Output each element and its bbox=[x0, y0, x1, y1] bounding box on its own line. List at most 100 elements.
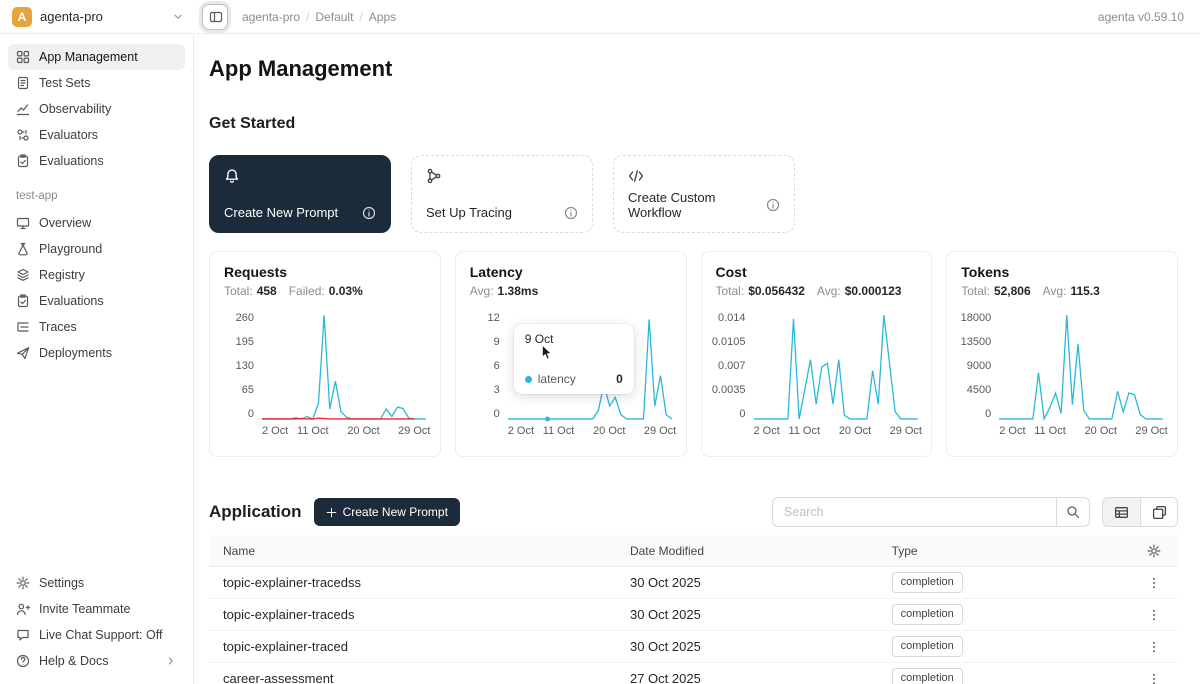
sidebar-item[interactable]: Evaluations bbox=[8, 288, 185, 314]
x-tick: 11 Oct bbox=[297, 425, 329, 437]
traces-icon bbox=[16, 320, 30, 334]
sidebar-item[interactable]: App Management bbox=[8, 44, 185, 70]
breadcrumb-page[interactable]: Apps bbox=[369, 10, 396, 24]
x-tick: 20 Oct bbox=[593, 425, 625, 437]
tracing-icon bbox=[426, 168, 442, 184]
metric-title: Cost bbox=[716, 264, 918, 280]
workspace-area: A agenta-pro bbox=[0, 7, 194, 27]
version-label: agenta v0.59.10 bbox=[1098, 10, 1200, 24]
sidebar-item[interactable]: Evaluations bbox=[8, 148, 185, 174]
breadcrumb-project[interactable]: Default bbox=[315, 10, 353, 24]
y-tick: 13500 bbox=[961, 336, 992, 348]
column-header-type[interactable]: Type bbox=[878, 544, 1130, 558]
apps-table: Name Date Modified Type topic-explainer-… bbox=[209, 535, 1178, 684]
y-tick: 130 bbox=[236, 360, 254, 372]
table-view-button[interactable] bbox=[1103, 498, 1140, 526]
overview-icon bbox=[16, 216, 30, 230]
application-section: Application Create New Prompt bbox=[209, 497, 1178, 684]
gs-card-label: Set Up Tracing bbox=[426, 205, 512, 220]
evaluations-icon bbox=[16, 154, 30, 168]
y-tick: 6 bbox=[494, 360, 500, 372]
x-axis: 2 Oct11 Oct20 Oct29 Oct bbox=[508, 425, 672, 439]
x-tick: 20 Oct bbox=[839, 425, 871, 437]
metric-card-latency: LatencyAvg:1.38ms1296302 Oct11 Oct20 Oct… bbox=[455, 251, 687, 457]
y-tick: 0 bbox=[739, 408, 745, 420]
info-icon[interactable] bbox=[766, 198, 780, 212]
metric-stats: Avg:1.38ms bbox=[470, 284, 672, 298]
get-started-section: Get Started Create New Prompt Set Up Tra… bbox=[209, 114, 1178, 233]
table-row[interactable]: topic-explainer-tracedss 30 Oct 2025 com… bbox=[209, 567, 1178, 599]
sidebar-item[interactable]: Live Chat Support: Off bbox=[8, 622, 185, 648]
metric-stat: Total:$0.056432 bbox=[716, 284, 805, 298]
row-menu-icon[interactable] bbox=[1147, 576, 1161, 590]
column-header-name[interactable]: Name bbox=[209, 544, 616, 558]
row-menu-icon[interactable] bbox=[1147, 640, 1161, 654]
top-bar: A agenta-pro agenta-pro / Default / Apps… bbox=[0, 0, 1200, 34]
sidebar-item[interactable]: Overview bbox=[8, 210, 185, 236]
sidebar-item[interactable]: Settings bbox=[8, 570, 185, 596]
y-tick: 3 bbox=[494, 384, 500, 396]
sidebar-item[interactable]: Deployments bbox=[8, 340, 185, 366]
chevron-right-icon bbox=[165, 655, 177, 667]
metric-stats: Total:$0.056432Avg:$0.000123 bbox=[716, 284, 918, 298]
sidebar-item[interactable]: Invite Teammate bbox=[8, 596, 185, 622]
sidebar-toggle-button[interactable] bbox=[202, 4, 228, 30]
application-title: Application bbox=[209, 502, 302, 522]
sidebar-item[interactable]: Help & Docs bbox=[8, 648, 185, 674]
playground-icon bbox=[16, 242, 30, 256]
table-row[interactable]: topic-explainer-traceds 30 Oct 2025 comp… bbox=[209, 599, 1178, 631]
sidebar-item[interactable]: Registry bbox=[8, 262, 185, 288]
create-custom-workflow-card[interactable]: Create Custom Workflow bbox=[613, 155, 795, 233]
y-tick: 65 bbox=[242, 384, 254, 396]
y-tick: 0.007 bbox=[718, 360, 746, 372]
app-date-modified: 30 Oct 2025 bbox=[616, 639, 878, 654]
row-menu-icon[interactable] bbox=[1147, 672, 1161, 684]
search-input[interactable] bbox=[772, 497, 1056, 527]
table-row[interactable]: topic-explainer-traced 30 Oct 2025 compl… bbox=[209, 631, 1178, 663]
column-header-date-modified[interactable]: Date Modified bbox=[616, 544, 878, 558]
create-new-prompt-button[interactable]: Create New Prompt bbox=[314, 498, 460, 526]
deployments-icon bbox=[16, 346, 30, 360]
sidebar-main-nav: App Management Test Sets Observability E… bbox=[8, 44, 185, 174]
sidebar-item[interactable]: Evaluators bbox=[8, 122, 185, 148]
grid-icon bbox=[16, 50, 30, 64]
info-icon[interactable] bbox=[362, 206, 376, 220]
sidebar-item[interactable]: Test Sets bbox=[8, 70, 185, 96]
evaluators-icon bbox=[16, 128, 30, 142]
y-tick: 0 bbox=[494, 408, 500, 420]
sidebar-item[interactable]: Traces bbox=[8, 314, 185, 340]
page-title: App Management bbox=[209, 54, 1178, 84]
breadcrumb-workspace[interactable]: agenta-pro bbox=[242, 10, 300, 24]
gear-icon[interactable] bbox=[1147, 544, 1161, 558]
app-name: career-assessment bbox=[209, 671, 616, 684]
table-row[interactable]: career-assessment 27 Oct 2025 completion bbox=[209, 663, 1178, 684]
metric-title: Latency bbox=[470, 264, 672, 280]
series-dot bbox=[525, 376, 532, 383]
workspace-selector[interactable]: A agenta-pro bbox=[12, 7, 184, 27]
x-tick: 2 Oct bbox=[999, 425, 1025, 437]
sidebar-item[interactable]: Playground bbox=[8, 236, 185, 262]
app-name: topic-explainer-tracedss bbox=[209, 575, 616, 590]
sidebar-item[interactable]: Observability bbox=[8, 96, 185, 122]
y-tick: 0.0105 bbox=[712, 336, 746, 348]
x-tick: 11 Oct bbox=[788, 425, 820, 437]
info-icon[interactable] bbox=[564, 206, 578, 220]
y-tick: 18000 bbox=[961, 312, 992, 324]
x-axis: 2 Oct11 Oct20 Oct29 Oct bbox=[754, 425, 918, 439]
metric-stat: Avg:115.3 bbox=[1043, 284, 1100, 298]
tooltip-value: 0 bbox=[616, 372, 623, 386]
y-axis: 260195130650 bbox=[224, 312, 262, 420]
y-tick: 0.0035 bbox=[712, 384, 746, 396]
set-up-tracing-card[interactable]: Set Up Tracing bbox=[411, 155, 593, 233]
search-button[interactable] bbox=[1056, 497, 1090, 527]
main-content: App Management Get Started Create New Pr… bbox=[194, 34, 1200, 684]
card-view-button[interactable] bbox=[1140, 498, 1177, 526]
app-name: topic-explainer-traced bbox=[209, 639, 616, 654]
registry-icon bbox=[16, 268, 30, 282]
create-new-prompt-card[interactable]: Create New Prompt bbox=[209, 155, 391, 233]
y-tick: 260 bbox=[236, 312, 254, 324]
row-menu-icon[interactable] bbox=[1147, 608, 1161, 622]
metric-stats: Total:458Failed:0.03% bbox=[224, 284, 426, 298]
search-group bbox=[772, 497, 1090, 527]
metric-stat: Total:458 bbox=[224, 284, 277, 298]
